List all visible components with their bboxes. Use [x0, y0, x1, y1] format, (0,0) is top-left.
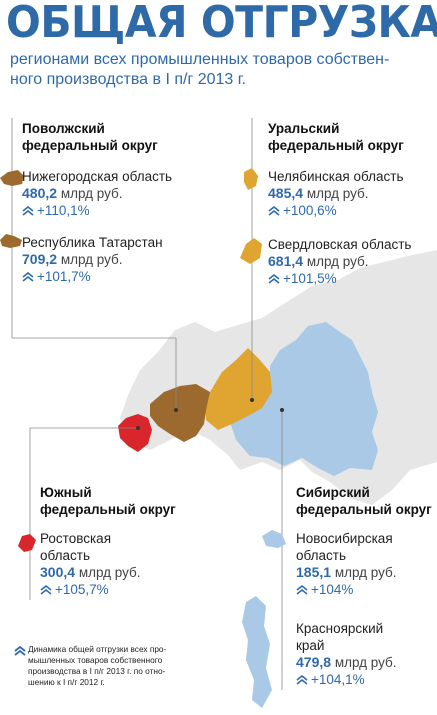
region-name-line-2: область	[40, 548, 90, 563]
footnote-line-3: производства в I п/г 2013 г. по отно-	[28, 666, 166, 676]
footnote: Динамика общей отгрузки всех про- мышлен…	[28, 644, 203, 688]
volga-district-title-line-2: федеральный округ	[22, 138, 158, 153]
subtitle-line-2: ного производства в I п/г 2013 г.	[10, 71, 247, 88]
tatarstan-region-icon	[0, 234, 22, 248]
region-value: 300,4 млрд руб.	[40, 564, 141, 581]
volga-district-title-line-1: Поволжский	[22, 121, 105, 136]
nizhny-novgorod-region-icon	[0, 170, 24, 186]
region-value-unit: млрд руб.	[306, 254, 369, 269]
region-value-unit: млрд руб.	[334, 655, 397, 670]
region-name-line-2: край	[296, 638, 325, 653]
double-chevron-up-icon	[296, 585, 308, 595]
krasnoyarsk-entry: Красноярский край 479,8 млрд руб. +104,1…	[296, 620, 397, 688]
region-name: Нижегородская область	[22, 169, 173, 184]
region-growth-value: +101,5%	[283, 271, 337, 286]
region-growth-value: +110,1%	[37, 203, 90, 218]
south-district-title: Южный федеральный округ	[40, 484, 176, 518]
rostov-region-icon	[18, 534, 36, 552]
footnote-line-4: шению к I п/г 2012 г.	[28, 677, 105, 687]
region-name: Челябинская область	[268, 169, 404, 184]
double-chevron-up-icon	[268, 274, 280, 284]
ural-district-title: Уральский федеральный округ	[268, 120, 404, 154]
rostov-entry: Ростовская область 300,4 млрд руб. +105,…	[40, 530, 141, 598]
sverdlovsk-entry: Свердловская область 681,4 млрд руб. +10…	[268, 236, 411, 287]
double-chevron-up-icon	[22, 272, 34, 282]
region-value-number: 681,4	[268, 253, 304, 269]
siberia-district-shape	[230, 322, 378, 476]
region-growth-value: +101,7%	[37, 269, 91, 284]
south-dot	[136, 426, 140, 430]
subtitle-line-1: регионами всех промышленных товаров собс…	[10, 51, 390, 68]
siberia-district-title-line-1: Сибирский	[296, 485, 370, 500]
region-value: 185,1 млрд руб.	[296, 564, 397, 581]
volga-district-title: Поволжский федеральный округ	[22, 120, 158, 154]
region-value-number: 709,2	[22, 251, 58, 267]
double-chevron-up-icon	[268, 206, 280, 216]
tatarstan-entry: Республика Татарстан 709,2 млрд руб. +10…	[22, 234, 163, 285]
region-growth-value: +105,7%	[55, 582, 109, 597]
volga-dot	[174, 408, 178, 412]
nizhny-novgorod-entry: Нижегородская область 480,2 млрд руб. +1…	[22, 168, 172, 219]
region-value: 709,2 млрд руб.	[22, 251, 163, 268]
region-growth: +110,1%	[22, 202, 172, 219]
ural-district-title-line-2: федеральный округ	[268, 138, 404, 153]
footnote-line-1: Динамика общей отгрузки всех про-	[28, 644, 167, 654]
siberia-dot	[280, 408, 284, 412]
region-growth-value: +100,6%	[283, 203, 337, 218]
region-name-line-2: область	[296, 548, 346, 563]
chelyabinsk-region-icon	[244, 168, 258, 190]
chelyabinsk-entry: Челябинская область 485,4 млрд руб. +100…	[268, 168, 403, 219]
region-name-line-1: Ростовская	[40, 531, 112, 546]
novosibirsk-entry: Новосибирская область 185,1 млрд руб. +1…	[296, 530, 397, 598]
region-growth: +100,6%	[268, 202, 403, 219]
south-district-shape	[118, 414, 152, 452]
region-growth: +104%	[296, 581, 397, 598]
volga-district-shape	[150, 384, 210, 442]
region-growth: +101,7%	[22, 268, 163, 285]
region-name-line-1: Новосибирская	[296, 531, 393, 546]
region-value-unit: млрд руб.	[334, 565, 397, 580]
siberia-district-title: Сибирский федеральный округ	[296, 484, 432, 518]
region-growth-value: +104%	[311, 582, 354, 597]
region-value-unit: млрд руб.	[60, 186, 123, 201]
region-growth-value: +104,1%	[311, 672, 365, 687]
region-value-number: 300,4	[40, 564, 76, 580]
ural-dot	[250, 398, 254, 402]
region-growth: +101,5%	[268, 270, 411, 287]
region-value-number: 485,4	[268, 185, 304, 201]
ural-district-title-line-1: Уральский	[268, 121, 340, 136]
double-chevron-up-icon	[40, 585, 52, 595]
region-value: 681,4 млрд руб.	[268, 253, 411, 270]
page-subtitle: регионами всех промышленных товаров собс…	[10, 50, 435, 90]
region-name: Свердловская область	[268, 237, 412, 252]
south-district-title-line-1: Южный	[40, 485, 92, 500]
south-district-title-line-2: федеральный округ	[40, 502, 176, 517]
region-value: 485,4 млрд руб.	[268, 185, 403, 202]
region-value-unit: млрд руб.	[78, 565, 141, 580]
region-growth: +105,7%	[40, 581, 141, 598]
region-value-number: 480,2	[22, 185, 58, 201]
double-chevron-up-icon	[14, 646, 26, 656]
region-name-line-1: Красноярский	[296, 621, 384, 636]
region-name: Республика Татарстан	[22, 235, 163, 250]
double-chevron-up-icon	[22, 206, 34, 216]
siberia-district-title-line-2: федеральный округ	[296, 502, 432, 517]
sverdlovsk-region-icon	[240, 238, 262, 264]
page-title: ОБЩАЯ ОТГРУЗКА	[6, 0, 437, 48]
region-value-unit: млрд руб.	[306, 186, 369, 201]
connector-dots	[136, 398, 284, 430]
region-value: 479,8 млрд руб.	[296, 654, 397, 671]
region-growth: +104,1%	[296, 671, 397, 688]
novosibirsk-region-icon	[262, 530, 286, 548]
double-chevron-up-icon	[296, 675, 308, 685]
ural-district-shape	[205, 348, 272, 430]
region-value-unit: млрд руб.	[60, 252, 123, 267]
krasnoyarsk-region-icon	[242, 596, 272, 708]
region-value: 480,2 млрд руб.	[22, 185, 172, 202]
region-value-number: 185,1	[296, 564, 332, 580]
footnote-line-2: мышленных товаров собственного	[28, 655, 163, 665]
region-value-number: 479,8	[296, 654, 332, 670]
